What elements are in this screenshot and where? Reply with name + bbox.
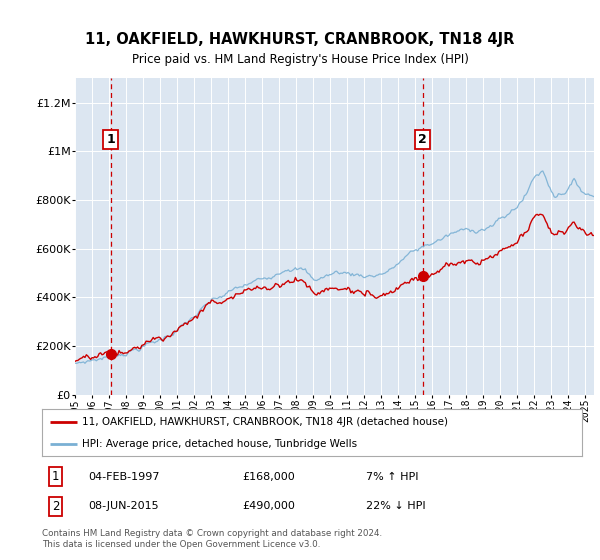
Text: £168,000: £168,000 (242, 472, 295, 482)
Text: Contains HM Land Registry data © Crown copyright and database right 2024.
This d: Contains HM Land Registry data © Crown c… (42, 529, 382, 549)
Text: 08-JUN-2015: 08-JUN-2015 (88, 501, 158, 511)
Text: Price paid vs. HM Land Registry's House Price Index (HPI): Price paid vs. HM Land Registry's House … (131, 53, 469, 67)
Text: 7% ↑ HPI: 7% ↑ HPI (366, 472, 419, 482)
Text: 1: 1 (106, 133, 115, 146)
Text: 2: 2 (418, 133, 427, 146)
Text: 2: 2 (52, 500, 59, 513)
Text: 1: 1 (52, 470, 59, 483)
Text: 11, OAKFIELD, HAWKHURST, CRANBROOK, TN18 4JR (detached house): 11, OAKFIELD, HAWKHURST, CRANBROOK, TN18… (83, 417, 449, 427)
Text: 22% ↓ HPI: 22% ↓ HPI (366, 501, 425, 511)
Text: £490,000: £490,000 (242, 501, 295, 511)
Text: 11, OAKFIELD, HAWKHURST, CRANBROOK, TN18 4JR: 11, OAKFIELD, HAWKHURST, CRANBROOK, TN18… (85, 32, 515, 46)
Text: HPI: Average price, detached house, Tunbridge Wells: HPI: Average price, detached house, Tunb… (83, 438, 358, 449)
Text: 04-FEB-1997: 04-FEB-1997 (88, 472, 160, 482)
